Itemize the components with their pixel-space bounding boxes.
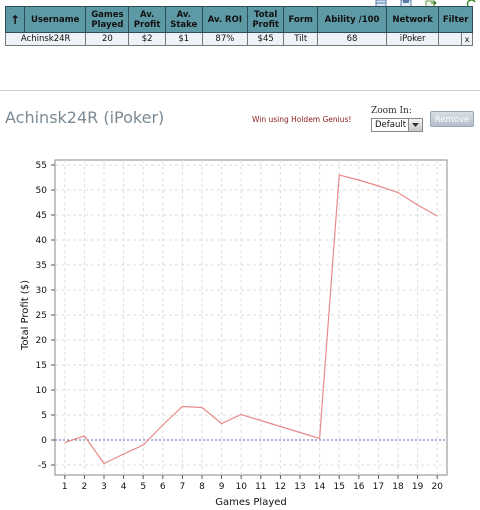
chart-grid xyxy=(55,160,447,475)
cell-form[interactable]: Tilt xyxy=(283,32,319,46)
y-tick-label: 5 xyxy=(41,411,47,421)
zoom-select-value: Default xyxy=(375,120,407,130)
x-tick-label: 19 xyxy=(412,482,424,492)
plot-area xyxy=(54,159,448,476)
x-tick-label: 13 xyxy=(294,482,305,492)
x-tick-label: 11 xyxy=(255,482,266,492)
remove-button[interactable]: Remove xyxy=(430,111,474,127)
x-axis: 1 2 3 4 5 6 7 8 9 10 11 12 13 14 15 16 17 18 19 20 xyxy=(62,475,443,492)
table-icon[interactable] xyxy=(375,0,387,7)
header-total-profit-line1: Total xyxy=(254,9,278,20)
x-tick-label: 6 xyxy=(160,482,166,492)
cell-network[interactable]: iPoker xyxy=(385,32,440,46)
y-tick-label: 10 xyxy=(36,386,48,396)
sort-arrow-icon[interactable]: ↑ xyxy=(5,6,25,33)
header-form[interactable]: Form xyxy=(283,6,319,33)
x-tick-label: 9 xyxy=(219,482,225,492)
x-tick-label: 17 xyxy=(373,482,384,492)
y-tick-label: 35 xyxy=(36,261,47,271)
player-title: Achinsk24R (iPoker) xyxy=(5,108,165,127)
header-games-played-line2: Played xyxy=(91,19,124,30)
cell-filter[interactable] xyxy=(438,32,462,46)
y-tick-label: 40 xyxy=(36,236,48,246)
win-link[interactable]: Win using Holdem Genius! xyxy=(252,115,352,124)
profit-series-line xyxy=(64,174,438,465)
y-axis: -5 0 5 10 15 20 25 30 35 40 45 50 55 xyxy=(36,161,55,471)
x-tick-label: 14 xyxy=(314,482,326,492)
cell-av-profit: $2 xyxy=(128,32,166,46)
header-filter[interactable]: Filter xyxy=(438,6,473,33)
y-tick-label: 0 xyxy=(41,436,47,446)
header-username[interactable]: Username xyxy=(23,6,87,33)
x-axis-label: Games Played xyxy=(215,497,287,508)
header-games-played[interactable]: Games Played xyxy=(85,6,130,33)
x-tick-label: 3 xyxy=(101,482,107,492)
x-tick-label: 1 xyxy=(62,482,68,492)
x-tick-label: 5 xyxy=(140,482,146,492)
x-tick-label: 12 xyxy=(275,482,286,492)
x-tick-label: 18 xyxy=(392,482,404,492)
header-av-stake-line1: Av. xyxy=(176,9,191,20)
header-av-profit[interactable]: Av. Profit xyxy=(128,6,166,33)
y-tick-label: -5 xyxy=(38,461,47,471)
cell-av-stake: $1 xyxy=(164,32,203,46)
section-divider xyxy=(0,90,480,91)
cell-av-roi: 87% xyxy=(201,32,248,46)
table-row[interactable]: Achinsk24R 20 $2 $1 87% $45 Tilt 68 iPok… xyxy=(4,32,473,46)
y-axis-label: Total Profit ($) xyxy=(20,280,31,351)
player-stats-table: ↑ Username Games Played Av. Profit Av. Stak… xyxy=(4,6,473,46)
x-tick-label: 4 xyxy=(121,482,127,492)
export-icon[interactable] xyxy=(425,0,437,7)
header-network[interactable]: Network xyxy=(385,6,440,33)
y-tick-label: 45 xyxy=(36,211,47,221)
cell-ability: 68 xyxy=(317,32,387,46)
x-tick-label: 8 xyxy=(199,482,205,492)
zoom-label: Zoom In: xyxy=(371,106,412,116)
header-av-profit-line1: Av. xyxy=(139,9,155,20)
header-av-stake[interactable]: Av. Stake xyxy=(164,6,203,33)
cell-games-played: 20 xyxy=(85,32,130,46)
table-header-row: ↑ Username Games Played Av. Profit Av. Stak… xyxy=(5,6,473,33)
y-tick-label: 25 xyxy=(36,311,47,321)
chevron-down-icon[interactable] xyxy=(408,119,422,131)
y-tick-label: 55 xyxy=(36,161,47,171)
y-tick-label: 15 xyxy=(36,361,47,371)
x-tick-label: 7 xyxy=(180,482,186,492)
header-av-profit-line2: Profit xyxy=(133,19,161,30)
header-ability[interactable]: Ability /100 xyxy=(317,6,387,33)
x-tick-label: 20 xyxy=(431,482,443,492)
zoom-select[interactable]: Default xyxy=(371,118,423,132)
x-tick-label: 2 xyxy=(82,482,88,492)
header-av-stake-line2: Stake xyxy=(170,19,198,30)
x-tick-label: 16 xyxy=(353,482,365,492)
refresh-icon[interactable] xyxy=(466,0,478,7)
header-av-roi[interactable]: Av. ROI xyxy=(201,6,248,33)
cell-username[interactable]: Achinsk24R xyxy=(4,32,87,46)
header-total-profit-line2: Profit xyxy=(252,19,279,30)
x-tick-label: 15 xyxy=(333,482,344,492)
header-games-played-line1: Games xyxy=(91,9,124,20)
y-tick-label: 20 xyxy=(36,336,48,346)
y-tick-label: 30 xyxy=(36,286,48,296)
y-tick-label: 50 xyxy=(36,186,48,196)
x-tick-label: 10 xyxy=(235,482,247,492)
toolbar-icons xyxy=(370,0,480,8)
save-icon[interactable] xyxy=(400,0,412,7)
header-total-profit[interactable]: Total Profit xyxy=(246,6,285,33)
remove-row-x-icon[interactable]: x xyxy=(461,32,473,46)
cell-total-profit: $45 xyxy=(246,32,285,46)
